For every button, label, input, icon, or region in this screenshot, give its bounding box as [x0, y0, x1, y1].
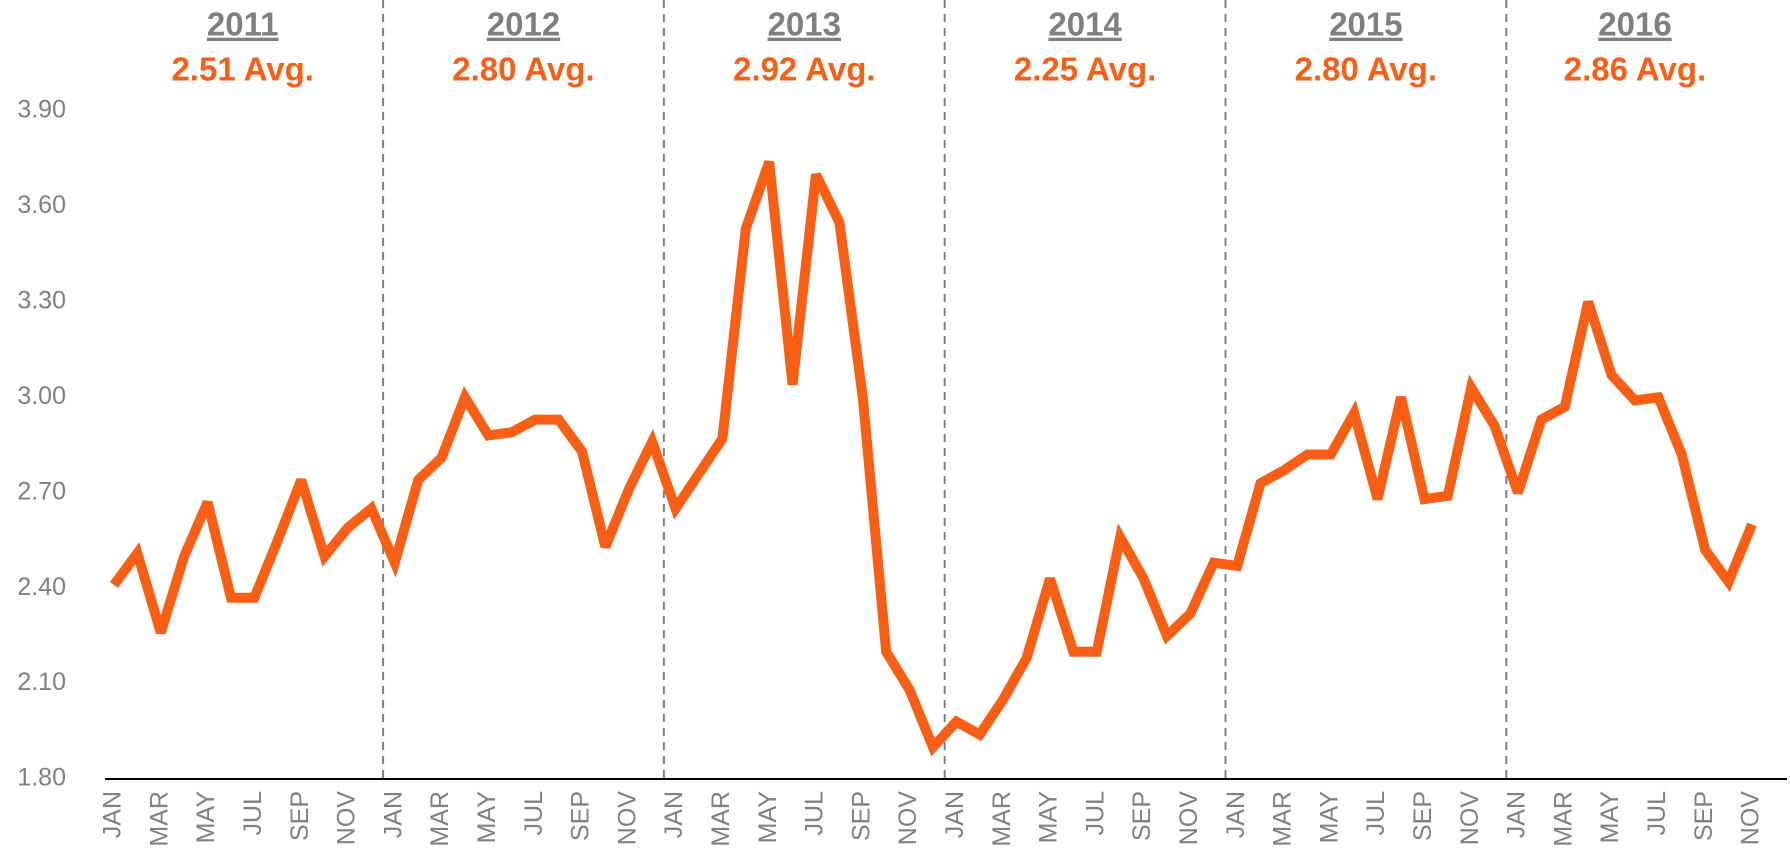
x-tick-label: MAY: [1035, 791, 1063, 844]
y-tick-label: 3.90: [17, 96, 66, 124]
year-average: 2.86 Avg.: [1564, 51, 1706, 88]
x-tick-label: NOV: [613, 791, 641, 846]
x-tick-label: JAN: [1503, 791, 1531, 838]
x-tick-label: JAN: [1222, 791, 1250, 838]
x-tick-label: JUL: [1081, 791, 1109, 836]
x-tick-label: JUL: [1643, 791, 1671, 836]
x-tick-label: MAY: [1596, 791, 1624, 844]
x-tick-label: JUL: [239, 791, 267, 836]
year-average: 2.92 Avg.: [733, 51, 875, 88]
x-tick-label: JUL: [520, 791, 548, 836]
y-tick-label: 2.70: [17, 477, 66, 505]
x-tick-label: MAR: [988, 791, 1016, 847]
y-tick-label: 2.40: [17, 573, 66, 601]
year-average: 2.51 Avg.: [171, 51, 313, 88]
year-label: 2013: [768, 6, 841, 43]
y-tick-label: 3.30: [17, 286, 66, 314]
x-tick-label: SEP: [1690, 791, 1718, 841]
x-tick-label: JAN: [99, 791, 127, 838]
x-tick-label: MAR: [707, 791, 735, 847]
y-tick-label: 2.10: [17, 668, 66, 696]
x-tick-label: JAN: [379, 791, 407, 838]
year-label: 2012: [487, 6, 560, 43]
x-tick-label: SEP: [1128, 791, 1156, 841]
x-tick-label: SEP: [1409, 791, 1437, 841]
y-tick-label: 3.00: [17, 382, 66, 410]
x-tick-label: MAY: [192, 791, 220, 844]
x-tick-label: NOV: [1737, 791, 1765, 846]
year-average: 2.80 Avg.: [452, 51, 594, 88]
year-average: 2.80 Avg.: [1295, 51, 1437, 88]
x-tick-label: JAN: [941, 791, 969, 838]
year-label: 2015: [1329, 6, 1402, 43]
x-tick-label: SEP: [286, 791, 314, 841]
y-tick-label: 1.80: [17, 764, 66, 792]
x-tick-label: MAR: [1549, 791, 1577, 847]
x-tick-label: JUL: [801, 791, 829, 836]
x-tick-label: MAY: [473, 791, 501, 844]
year-label: 2016: [1598, 6, 1671, 43]
x-tick-label: NOV: [333, 791, 361, 846]
x-tick-label: MAR: [426, 791, 454, 847]
year-label: 2014: [1048, 6, 1122, 43]
x-tick-label: SEP: [847, 791, 875, 841]
year-average: 2.25 Avg.: [1014, 51, 1156, 88]
year-label: 2011: [207, 6, 279, 43]
x-tick-label: MAR: [145, 791, 173, 847]
x-tick-label: NOV: [1456, 791, 1484, 846]
x-tick-label: JAN: [660, 791, 688, 838]
x-tick-label: NOV: [1175, 791, 1203, 846]
x-tick-label: NOV: [894, 791, 922, 846]
x-tick-label: MAY: [1315, 791, 1343, 844]
x-tick-label: JUL: [1362, 791, 1390, 836]
y-tick-label: 3.60: [17, 191, 66, 219]
data-line: [109, 160, 1757, 757]
x-tick-label: SEP: [567, 791, 595, 841]
x-tick-label: MAR: [1269, 791, 1297, 847]
x-tick-label: MAY: [754, 791, 782, 844]
